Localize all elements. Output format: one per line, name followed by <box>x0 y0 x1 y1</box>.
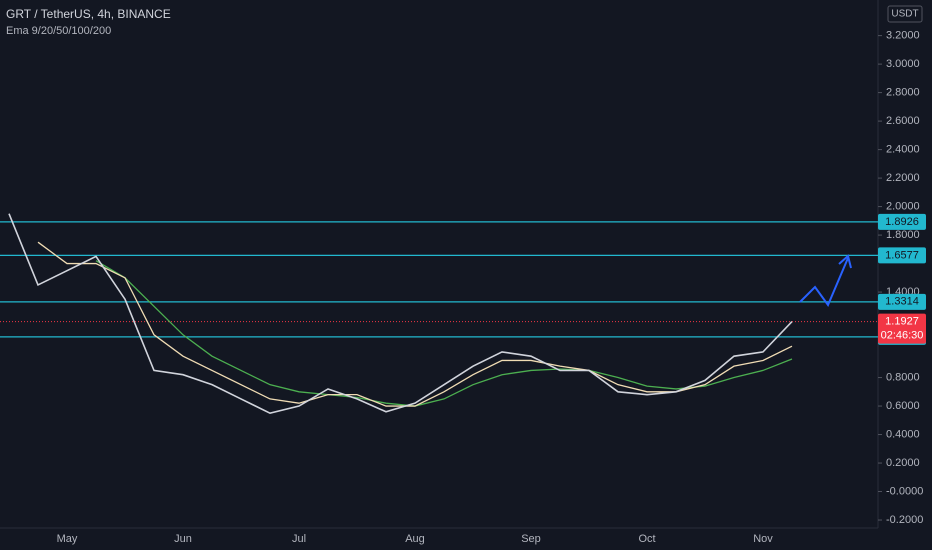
series-line <box>8 213 793 415</box>
x-tick-label: Jul <box>292 533 306 545</box>
indicator-label: Ema 9/20/50/100/200 <box>6 25 111 37</box>
level-label: 1.3314 <box>885 296 919 308</box>
y-tick-label: -0.2000 <box>886 514 923 526</box>
last-price-label: 1.1927 <box>885 316 919 328</box>
y-tick-label: 2.8000 <box>886 87 920 99</box>
series-line <box>95 260 793 407</box>
x-tick-label: Oct <box>638 533 655 545</box>
level-tag <box>878 213 926 230</box>
y-tick-label: 0.2000 <box>886 457 920 469</box>
level-tag <box>878 247 926 264</box>
projection-arrowhead <box>838 254 852 269</box>
chart-title: GRT / TetherUS, 4h, BINANCE <box>6 7 171 21</box>
y-tick-label: 2.0000 <box>886 200 920 212</box>
series-line <box>37 241 793 407</box>
unit-label: USDT <box>891 9 918 20</box>
y-tick-label: 1.8000 <box>886 229 920 241</box>
x-tick-label: Sep <box>521 533 541 545</box>
x-tick-label: Nov <box>753 533 773 545</box>
x-tick-label: May <box>57 533 78 545</box>
y-tick-label: 2.4000 <box>886 144 920 156</box>
y-tick-label: 0.8000 <box>886 371 920 383</box>
projection <box>799 257 849 308</box>
y-tick-label: -0.0000 <box>886 485 923 497</box>
y-tick-label: 0.6000 <box>886 400 920 412</box>
plot: -0.2000 -0.0000 0.2000 0.4000 0.6000 0.8000 1.… <box>0 30 926 545</box>
last-price-tag <box>878 313 926 344</box>
y-tick-label: 2.6000 <box>886 115 920 127</box>
level-label: 1.6577 <box>885 249 919 261</box>
y-tick-label: 3.2000 <box>886 30 920 42</box>
y-tick-label: 0.4000 <box>886 428 920 440</box>
y-tick-label: 3.0000 <box>886 58 920 70</box>
level-tag <box>878 293 926 310</box>
countdown: 02:46:30 <box>881 330 924 342</box>
x-tick-label: Jun <box>174 533 192 545</box>
y-tick-label: 2.2000 <box>886 172 920 184</box>
level-label: 1.8926 <box>885 216 919 228</box>
unit-box <box>887 5 923 23</box>
x-tick-label: Aug <box>405 533 425 545</box>
